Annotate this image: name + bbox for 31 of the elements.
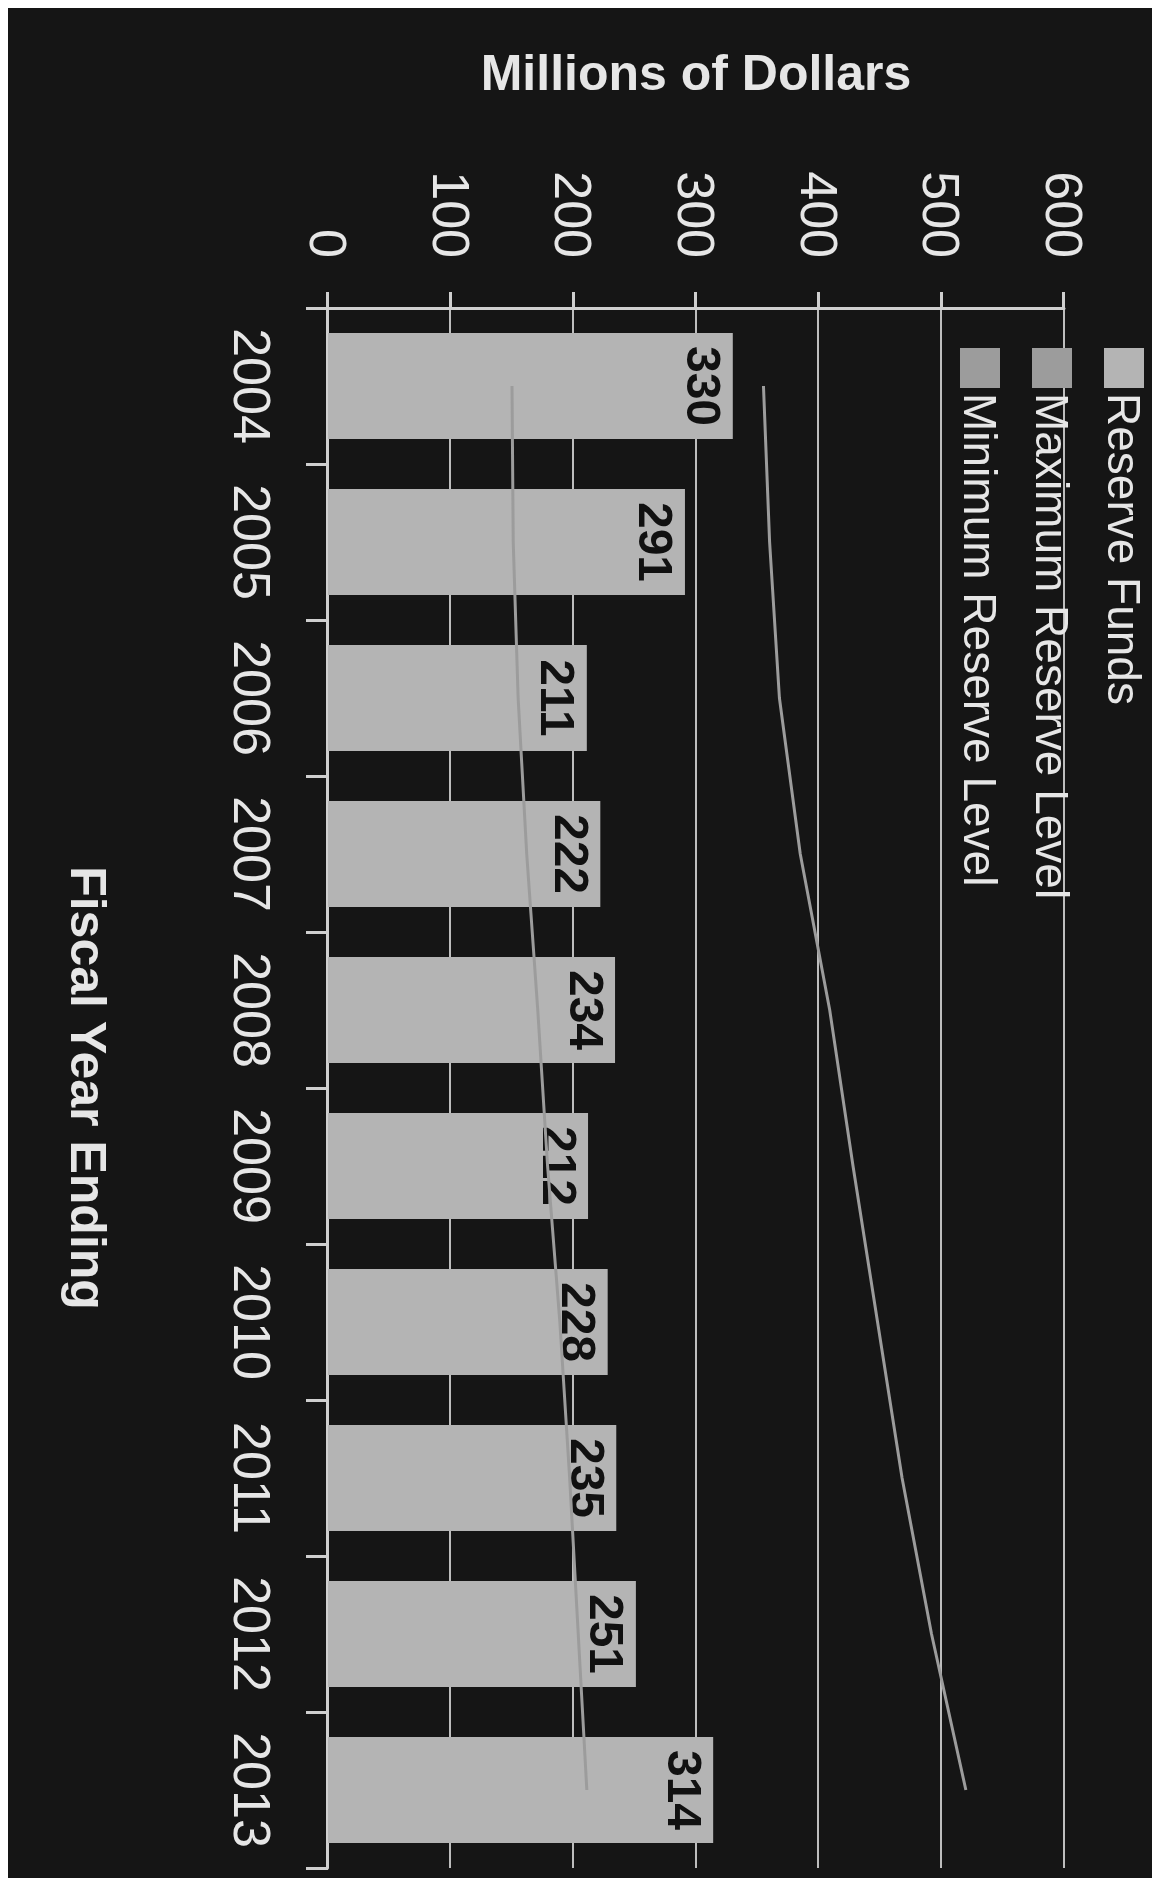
x-tick-label: 0 [299, 229, 357, 258]
data-label: 235 [560, 1437, 614, 1519]
data-label: 211 [531, 659, 585, 737]
data-label: 234 [559, 969, 613, 1051]
y-tick-label: 2013 [223, 1732, 281, 1848]
x-axis-title: Millions of Dollars [480, 45, 912, 101]
data-label: 228 [552, 1281, 606, 1363]
data-label: 330 [677, 345, 731, 427]
legend-label: Minimum Reserve Level [954, 393, 1006, 887]
data-label: 291 [629, 501, 683, 583]
x-tick-label: 400 [789, 171, 848, 258]
y-tick-label: 2005 [223, 484, 281, 600]
x-tick-label: 600 [1035, 171, 1093, 258]
y-tick-label: 2009 [223, 1108, 281, 1224]
data-label: 222 [544, 813, 598, 895]
y-tick-label: 2012 [223, 1576, 281, 1692]
legend-label: Maximum Reserve Level [1026, 393, 1078, 900]
data-label: 251 [580, 1593, 634, 1675]
y-axis-title: Fiscal Year Ending [60, 866, 116, 1310]
x-tick-label: 200 [544, 171, 603, 258]
y-tick-label: 2006 [223, 640, 281, 756]
y-tick-label: 2010 [223, 1264, 281, 1380]
y-tick-label: 2008 [223, 952, 281, 1068]
x-tick-label: 300 [667, 171, 725, 258]
y-tick-label: 2007 [223, 796, 281, 912]
legend-label: Reserve Funds [1098, 393, 1150, 705]
data-label: 314 [657, 1749, 711, 1831]
y-tick-label: 2004 [223, 328, 281, 444]
y-tick-label: 2011 [223, 1422, 281, 1534]
x-tick-label: 100 [421, 171, 480, 258]
x-tick-label: 500 [912, 171, 971, 258]
